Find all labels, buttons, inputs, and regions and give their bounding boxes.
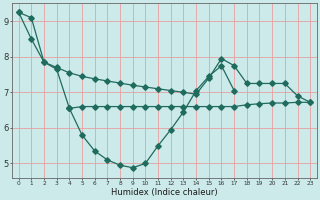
X-axis label: Humidex (Indice chaleur): Humidex (Indice chaleur) (111, 188, 218, 197)
